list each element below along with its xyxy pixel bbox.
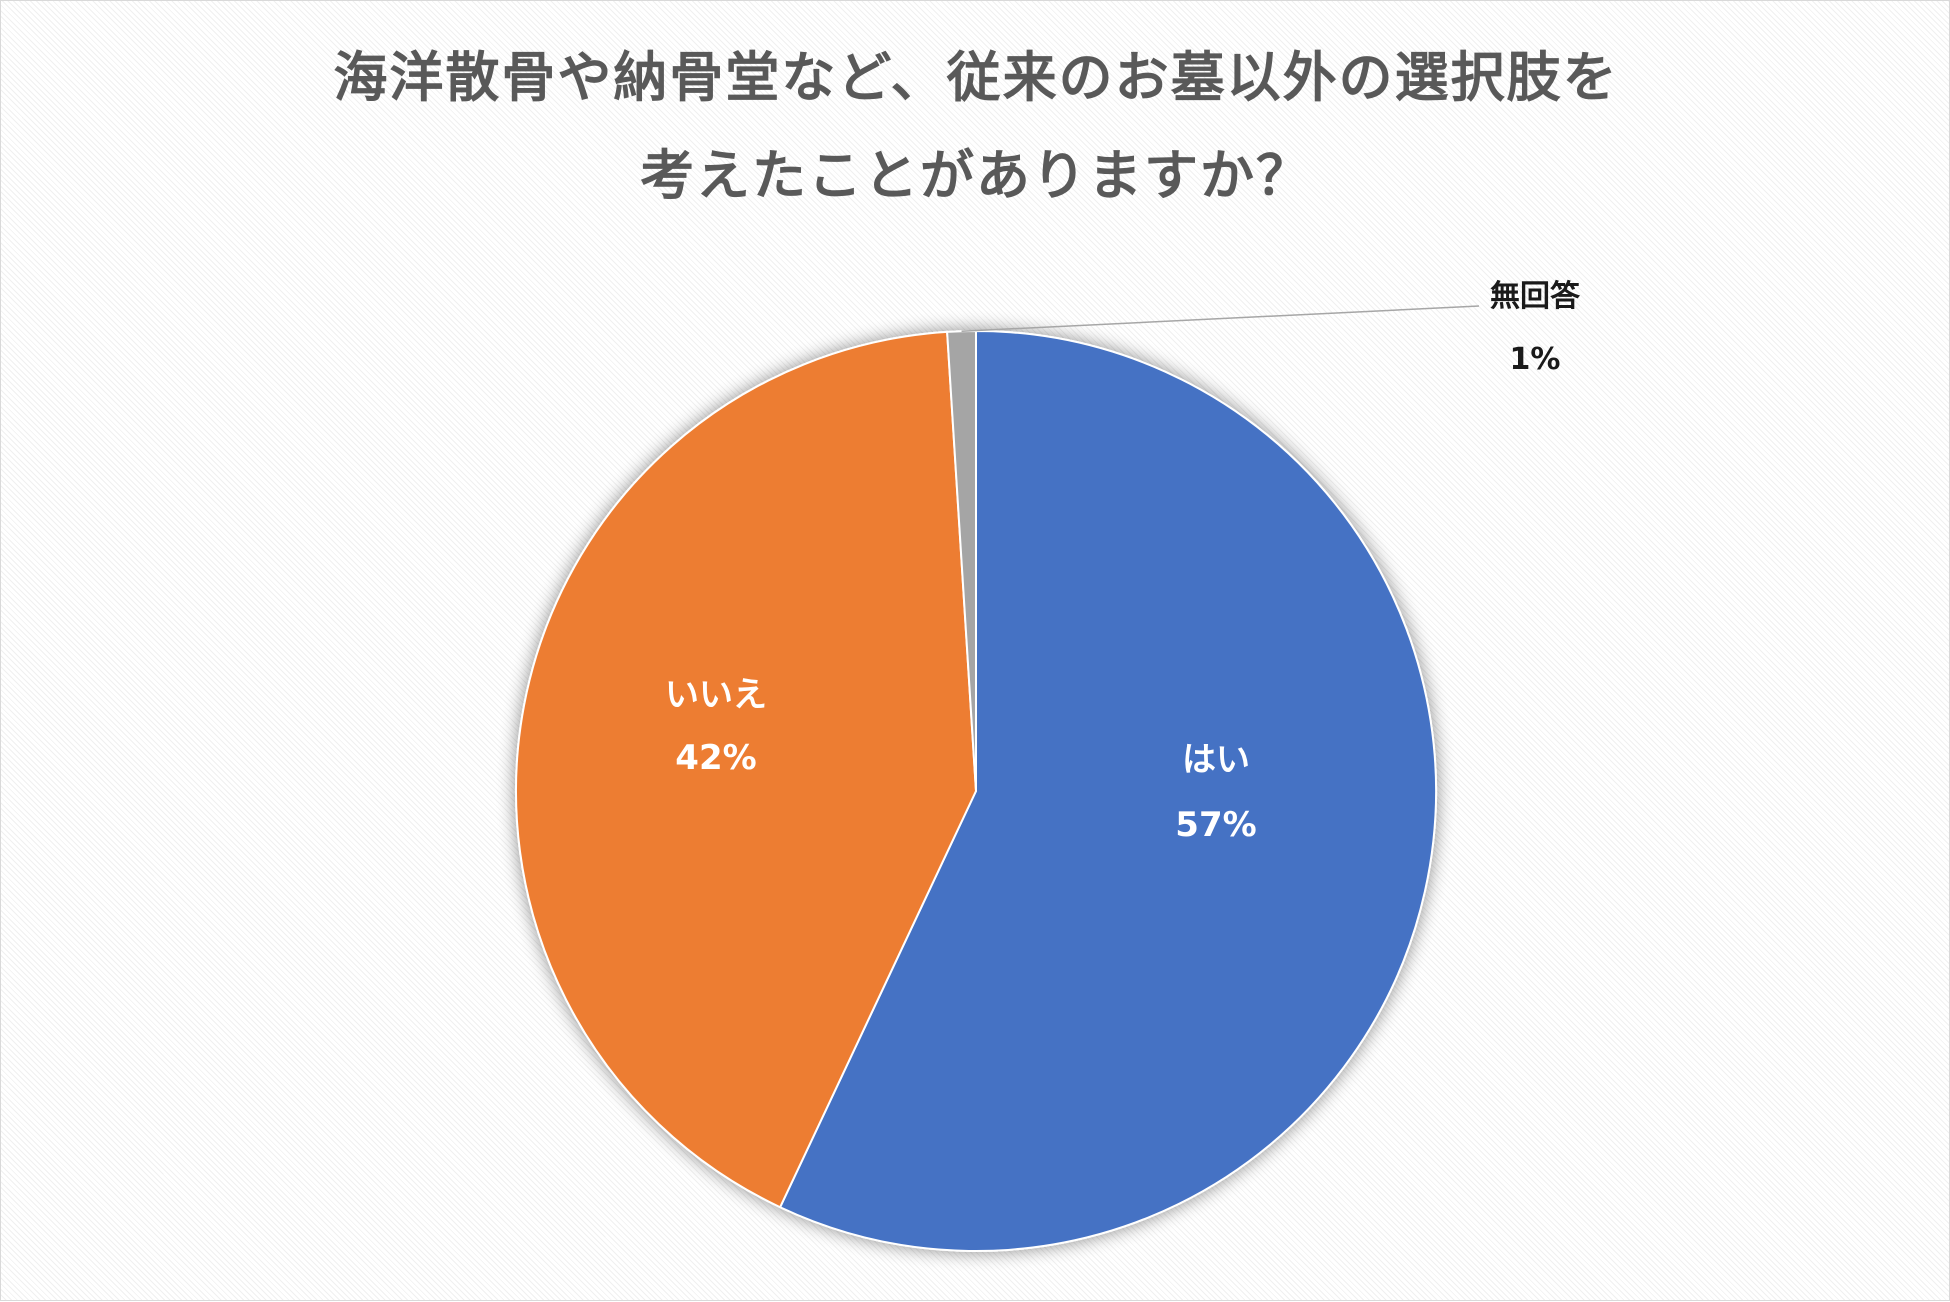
pie-slices [515,329,1437,1252]
chart-title-line-1: 海洋散骨や納骨堂など、従来のお墓以外の選択肢を [333,46,1619,109]
label-hai-value: 57% [1175,805,1256,845]
slice-iie [515,330,978,1209]
label-iie-category: いいえ [665,675,767,715]
chart-title: 海洋散骨や納骨堂など、従来のお墓以外の選択肢を 考えたことがありますか？ [1,29,1950,225]
label-hai-category: はい [1182,740,1250,780]
chart-title-line-2: 考えたことがありますか？ [640,144,1312,207]
label-iie-value: 42% [675,738,756,778]
leader-line-mukaitou [961,305,1480,332]
label-mukaitou-category: 無回答 [1490,279,1581,314]
pie-labels: はい 57% いいえ 42% 無回答 1% [665,279,1581,845]
label-mukaitou-value: 1% [1510,342,1561,377]
slice-hai [778,329,1437,1252]
